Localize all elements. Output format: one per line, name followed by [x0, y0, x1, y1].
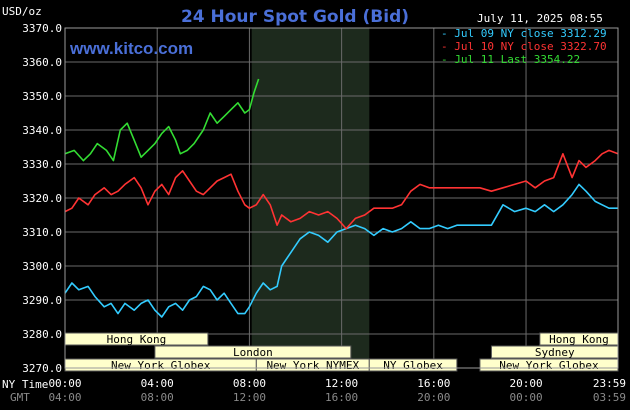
chart-title: 24 Hour Spot Gold (Bid)	[181, 7, 409, 27]
session-label: New York Globex	[499, 359, 599, 372]
legend-entry: - Jul 11 Last 3354.22	[441, 53, 580, 66]
x-tick-gmt: 04:00	[48, 391, 81, 404]
session-label: Hong Kong	[549, 333, 609, 346]
y-tick-label: 3300.0	[22, 260, 62, 273]
x-tick-gmt: 20:00	[417, 391, 450, 404]
y-tick-label: 3350.0	[22, 90, 62, 103]
session-label: Sydney	[535, 346, 575, 359]
series-line-2	[64, 78, 260, 162]
legend-entry: - Jul 10 NY close 3322.70	[441, 40, 607, 53]
site-watermark: www.kitco.com	[69, 39, 193, 58]
session-label: NY Globex	[383, 359, 443, 372]
x-axis-gmt-label: GMT	[10, 391, 30, 404]
session-label: London	[233, 346, 273, 359]
unit-label: USD/oz	[2, 5, 42, 18]
y-tick-label: 3270.0	[22, 362, 62, 375]
x-tick-gmt: 16:00	[325, 391, 358, 404]
plot-border	[64, 27, 619, 369]
y-tick-label: 3340.0	[22, 124, 62, 137]
x-tick-ny: 04:00	[141, 377, 174, 390]
y-tick-label: 3370.0	[22, 22, 62, 35]
x-tick-ny: 08:00	[233, 377, 266, 390]
legend: - Jul 09 NY close 3312.29- Jul 10 NY clo…	[441, 27, 607, 66]
y-tick-label: 3360.0	[22, 56, 62, 69]
x-tick-ny: 20:00	[509, 377, 542, 390]
x-tick-gmt: 03:59	[593, 391, 626, 404]
x-tick-ny: 00:00	[48, 377, 81, 390]
y-tick-label: 3320.0	[22, 192, 62, 205]
x-tick-ny: 16:00	[417, 377, 450, 390]
y-tick-label: 3310.0	[22, 226, 62, 239]
legend-entry: - Jul 09 NY close 3312.29	[441, 27, 607, 40]
x-tick-gmt: 08:00	[141, 391, 174, 404]
series-line-1	[64, 149, 619, 230]
x-tick-gmt: 12:00	[233, 391, 266, 404]
x-tick-ny: 12:00	[325, 377, 358, 390]
x-tick-gmt: 00:00	[509, 391, 542, 404]
session-label: New York Globex	[111, 359, 211, 372]
y-tick-label: 3330.0	[22, 158, 62, 171]
x-tick-ny: 23:59	[593, 377, 626, 390]
x-axis-ny-label: NY Time	[2, 378, 48, 391]
y-tick-label: 3290.0	[22, 294, 62, 307]
session-label: New York NYMEX	[266, 359, 359, 372]
session-bar	[154, 345, 352, 359]
timestamp: July 11, 2025 08:55	[477, 12, 603, 25]
session-label: Hong Kong	[107, 333, 167, 346]
series-line-0	[64, 183, 618, 318]
y-tick-label: 3280.0	[22, 328, 62, 341]
